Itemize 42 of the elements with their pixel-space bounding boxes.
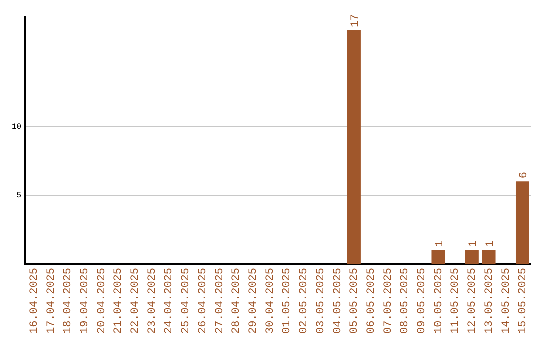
x-tick-label: 07.05.2025 — [382, 268, 395, 334]
x-tick-label: 28.04.2025 — [231, 268, 244, 334]
data-label: 1 — [468, 240, 480, 248]
x-tick-label: 21.04.2025 — [113, 268, 126, 334]
x-tick-label: 11.05.2025 — [450, 268, 462, 334]
bar — [516, 182, 530, 264]
x-tick-label: 30.04.2025 — [264, 268, 277, 334]
x-tick-label: 09.05.2025 — [416, 268, 429, 334]
data-label: 1 — [485, 240, 498, 248]
x-tick-label: 20.04.2025 — [96, 268, 108, 334]
x-tick-label: 25.04.2025 — [180, 268, 193, 334]
x-tick-label: 10.05.2025 — [433, 268, 446, 334]
bar — [482, 250, 496, 264]
bar — [432, 250, 446, 264]
data-label: 1 — [434, 240, 446, 248]
x-tick-label: 01.05.2025 — [282, 268, 294, 334]
y-tick-label: 5 — [16, 191, 22, 200]
x-tick-label: 22.04.2025 — [130, 268, 142, 334]
x-tick-label: 06.05.2025 — [366, 268, 378, 334]
data-label: 6 — [518, 172, 531, 179]
x-tick-label: 27.04.2025 — [214, 268, 226, 334]
data-label: 17 — [350, 14, 362, 28]
x-tick-label: 03.05.2025 — [315, 268, 328, 334]
x-tick-label: 19.04.2025 — [79, 268, 92, 334]
x-tick-label: 05.05.2025 — [349, 268, 362, 334]
x-tick-label: 08.05.2025 — [400, 268, 412, 334]
x-tick-label: 24.04.2025 — [164, 268, 176, 334]
x-tick-label: 13.05.2025 — [484, 268, 496, 334]
x-tick-label: 14.05.2025 — [500, 268, 513, 334]
x-tick-label: 29.04.2025 — [248, 268, 260, 334]
x-tick-label: 17.04.2025 — [46, 268, 58, 334]
x-tick-label: 02.05.2025 — [298, 268, 311, 334]
x-tick-label: 18.04.2025 — [62, 268, 75, 334]
x-tick-label: 23.04.2025 — [146, 268, 159, 334]
x-tick-label: 15.05.2025 — [518, 268, 530, 334]
x-tick-label: 26.04.2025 — [197, 268, 210, 334]
x-tick-label: 16.04.2025 — [28, 268, 41, 334]
y-tick-label: 10 — [12, 122, 22, 132]
x-tick-label: 12.05.2025 — [467, 268, 480, 334]
bar — [347, 30, 361, 264]
x-tick-label: 04.05.2025 — [332, 268, 344, 334]
bar — [465, 250, 479, 264]
